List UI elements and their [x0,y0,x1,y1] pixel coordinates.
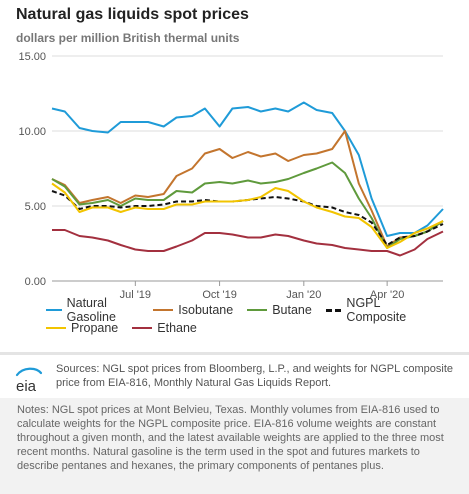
legend-item-ngpl-composite[interactable]: NGPL Composite [325,296,422,324]
legend-swatch-propane [46,327,66,329]
chart-subtitle: dollars per million British thermal unit… [16,31,240,45]
divider [0,352,469,355]
x-tick-label: Jul '19 [120,289,151,300]
legend-swatch-butane [247,309,268,311]
legend-item-propane[interactable]: Propane [46,321,118,335]
legend-swatch-isobutane [153,309,174,311]
chart-title: Natural gas liquids spot prices [16,6,249,23]
legend-swatch-ethane [132,327,153,329]
legend-item-ethane[interactable]: Ethane [132,321,197,335]
legend-item-natural-gasoline[interactable]: Natural Gasoline [46,296,139,324]
notes-text: Notes: NGL spot prices at Mont Belvieu, … [17,404,444,472]
series-line-propane [51,182,444,249]
y-tick-label: 10.00 [18,126,46,138]
legend-label: Propane [71,321,119,335]
series-line-natural-gasoline [51,101,444,237]
series-line-isobutane [51,130,444,248]
legend-swatch-ngpl-composite [325,308,342,312]
legend-label: Natural Gasoline [66,296,116,324]
eia-logo-text: eia [16,378,37,394]
y-tick-label: 0.00 [25,276,46,288]
line-chart: 0.00 5.00 10.00 15.00 Jul '19 Oct '19 Jan '20 A… [18,51,444,300]
legend-item-isobutane[interactable]: Isobutane [153,303,233,317]
eia-logo-icon: eia [15,367,43,394]
x-tick-label: Jan '20 [286,289,321,300]
legend-swatch-natural-gasoline [46,309,62,311]
series-line-butane [51,161,444,249]
legend-label: Isobutane [178,303,234,317]
notes-panel [0,398,469,494]
y-tick-label: 15.00 [18,51,46,63]
legend-label: Ethane [157,321,197,335]
series-line-ethane [52,229,444,257]
legend: Natural Gasoline Isobutane Butane NGPL C… [46,296,436,337]
legend-label: NGPL Composite [346,296,407,324]
y-tick-label: 5.00 [25,201,46,213]
legend-label: Butane [272,303,312,317]
x-tick-label: Oct '19 [202,289,237,300]
x-tick-label: Apr '20 [370,289,405,300]
sources-text: Sources: NGL spot prices from Bloomberg,… [56,363,453,389]
legend-item-butane[interactable]: Butane [247,303,312,317]
